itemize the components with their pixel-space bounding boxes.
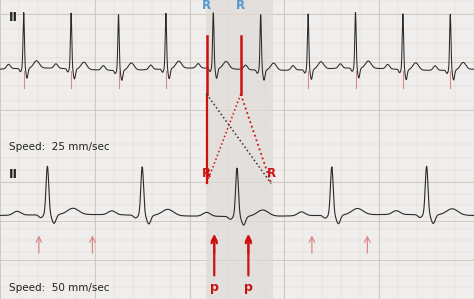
Bar <box>206 0 273 158</box>
Bar <box>206 158 273 299</box>
Text: R: R <box>236 0 246 12</box>
Text: Speed:  25 mm/sec: Speed: 25 mm/sec <box>9 142 109 152</box>
Text: p: p <box>210 236 219 294</box>
Text: Speed:  50 mm/sec: Speed: 50 mm/sec <box>9 283 109 293</box>
Text: R: R <box>266 167 276 179</box>
Text: II: II <box>9 167 18 181</box>
Text: R: R <box>202 0 211 12</box>
Text: II: II <box>9 11 18 24</box>
Text: p: p <box>244 236 253 294</box>
Text: R: R <box>202 167 211 179</box>
